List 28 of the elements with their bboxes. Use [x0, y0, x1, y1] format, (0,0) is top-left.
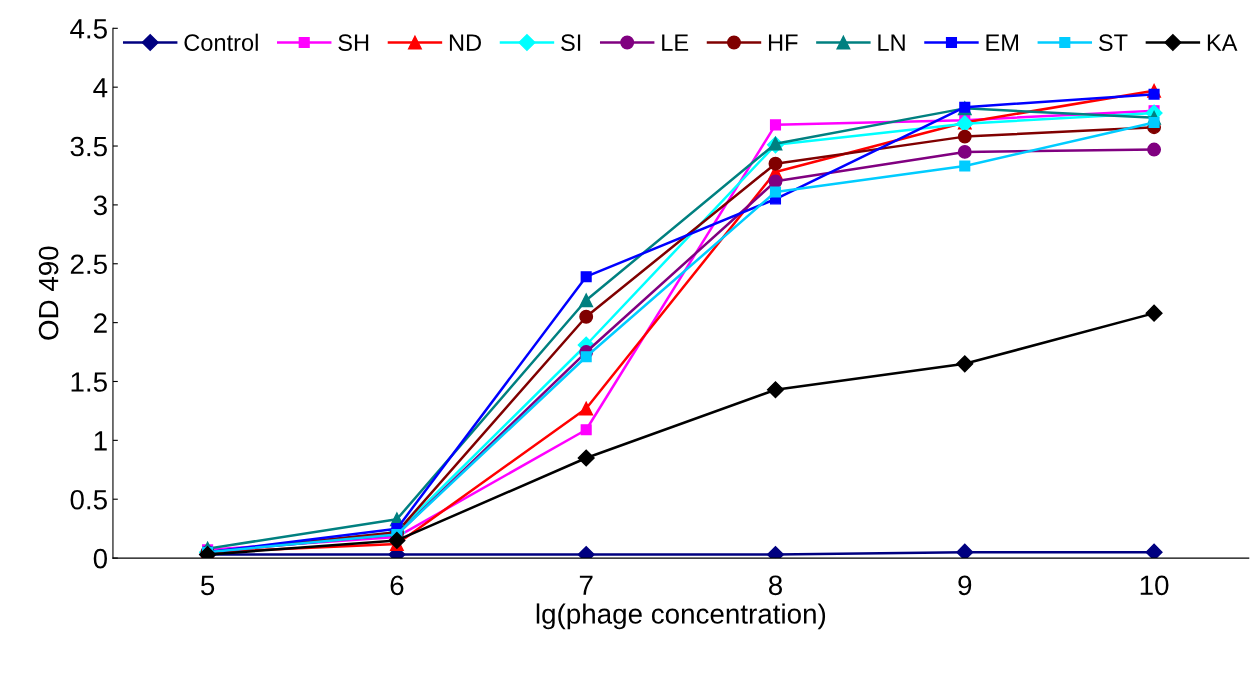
x-tick-label: 6: [390, 575, 404, 596]
x-tick-label: 5: [200, 575, 215, 596]
y-tick-label: 3: [93, 195, 107, 216]
legend-label: SH: [338, 34, 369, 52]
legend-label: ST: [1098, 34, 1128, 52]
x-axis-title: lg(phage concentration): [536, 603, 826, 630]
legend-label: Control: [184, 33, 258, 52]
legend-label: KA: [1207, 34, 1238, 51]
x-tick-label: 7: [579, 575, 593, 595]
x-tick-label: 10: [1140, 575, 1169, 596]
y-tick-label: 4.5: [70, 19, 107, 39]
legend-label: LE: [662, 34, 689, 51]
y-tick-label: 3.5: [70, 136, 107, 157]
legend-label: SI: [561, 34, 581, 52]
y-tick-label: 4: [93, 78, 108, 98]
y-tick-label: 1.5: [71, 372, 107, 392]
legend-label: LN: [878, 34, 905, 51]
x-tick-label: 8: [768, 575, 782, 596]
legend-label: ND: [449, 34, 481, 51]
legend-label: EM: [986, 34, 1019, 51]
y-tick-label: 0.5: [70, 489, 107, 510]
y-tick-label: 1: [94, 431, 107, 451]
y-axis-title: OD 490: [38, 246, 59, 340]
x-tick-label: 9: [958, 575, 972, 596]
legend-label: HF: [768, 34, 798, 51]
y-tick-label: 2.5: [70, 254, 107, 275]
y-tick-label: 2: [94, 313, 107, 333]
y-tick-label: 0: [93, 548, 107, 569]
